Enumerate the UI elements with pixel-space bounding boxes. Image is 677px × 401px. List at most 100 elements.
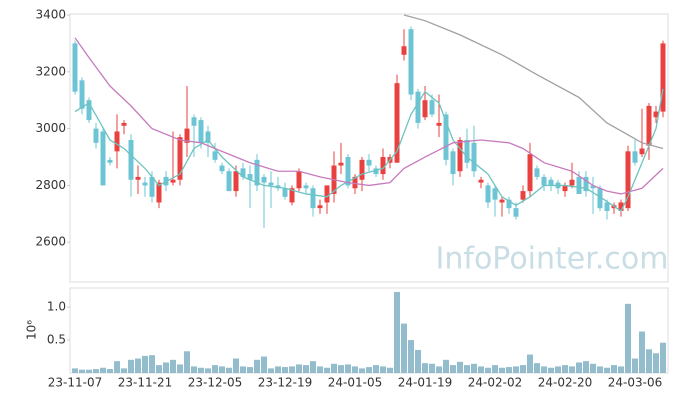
moving-average-line xyxy=(74,88,664,212)
volume-bar xyxy=(275,366,281,373)
volume-bar xyxy=(429,363,435,373)
candle-body xyxy=(303,185,309,189)
volume-bar xyxy=(289,366,295,373)
candle-body xyxy=(170,179,176,183)
candle-body xyxy=(380,157,386,175)
candle-body xyxy=(240,168,246,177)
candle-body xyxy=(604,202,610,211)
candle-body xyxy=(590,185,596,189)
x-tick-label: 24-02-02 xyxy=(468,376,522,390)
volume-bar xyxy=(401,323,407,373)
volume-bar xyxy=(625,303,631,373)
candle-body xyxy=(548,179,554,186)
candle-body xyxy=(100,131,106,186)
candle-body xyxy=(408,29,414,95)
volume-bar xyxy=(436,366,442,373)
volume-bar xyxy=(415,349,421,373)
candle-body xyxy=(142,182,148,186)
candle-body xyxy=(205,131,211,143)
volume-bar xyxy=(254,359,260,373)
candle-body xyxy=(107,159,113,163)
volume-bar xyxy=(149,355,155,373)
candle-body xyxy=(121,122,127,126)
candle-body xyxy=(653,111,659,118)
candle-body xyxy=(282,188,288,197)
candle-body xyxy=(198,120,204,143)
candle-body xyxy=(149,176,155,197)
volume-bar xyxy=(359,368,365,373)
candle-body xyxy=(72,43,78,92)
candle-body xyxy=(478,179,484,183)
y-tick-label: 3000 xyxy=(35,121,66,135)
candle-body xyxy=(247,174,253,180)
volume-bar xyxy=(520,365,526,373)
volume-bar xyxy=(618,366,624,373)
candle-body xyxy=(457,139,463,172)
volume-bar xyxy=(527,354,533,373)
volume-bar xyxy=(184,351,190,373)
candle-body xyxy=(79,80,85,109)
volume-bar xyxy=(240,366,246,373)
candle-body xyxy=(506,199,512,209)
watermark: InfoPointer.com xyxy=(436,242,669,277)
volume-bar xyxy=(100,367,106,373)
candle-body xyxy=(135,176,141,180)
candle-body xyxy=(562,185,568,192)
candle-body xyxy=(310,188,316,209)
candle-body xyxy=(520,191,526,200)
candle-body xyxy=(296,171,302,189)
candle-body xyxy=(345,157,351,186)
volume-bar xyxy=(534,363,540,373)
volume-bar xyxy=(366,367,372,373)
volume-bar xyxy=(163,362,169,373)
candle-body xyxy=(401,46,407,55)
y-tick-label: 1.0 xyxy=(47,300,66,314)
moving-average-line xyxy=(403,14,664,150)
candle-body xyxy=(443,114,449,160)
volume-bar xyxy=(345,364,351,373)
volume-bar xyxy=(485,367,491,373)
volume-bar xyxy=(583,361,589,373)
candle-body xyxy=(289,188,295,203)
volume-bar xyxy=(443,359,449,373)
candle-body xyxy=(317,205,323,209)
candle-body xyxy=(583,176,589,192)
candle-body xyxy=(352,176,358,189)
candle-body xyxy=(569,179,575,186)
volume-bar xyxy=(653,353,659,373)
volume-bar xyxy=(247,367,253,373)
candle-body xyxy=(464,139,470,163)
volume-bar xyxy=(541,366,547,373)
candle-body xyxy=(576,176,582,194)
volume-bar xyxy=(457,361,463,373)
candle-body xyxy=(226,171,232,192)
volume-bar xyxy=(562,365,568,373)
volume-bar xyxy=(86,369,92,373)
candle-body xyxy=(618,202,624,211)
volume-bar xyxy=(128,359,134,373)
volume-bar xyxy=(114,361,120,373)
volume-bar xyxy=(387,367,393,373)
volume-bar xyxy=(464,365,470,373)
candle-body xyxy=(415,91,421,123)
candle-body xyxy=(436,122,442,126)
volume-bar xyxy=(296,364,302,373)
candle-body xyxy=(177,137,183,180)
volume-bar xyxy=(611,365,617,373)
volume-bar xyxy=(198,367,204,373)
volume-bar xyxy=(639,331,645,373)
x-tick-label: 24-01-19 xyxy=(398,376,452,390)
volume-bar xyxy=(156,365,162,373)
volume-bar xyxy=(506,367,512,373)
volume-bar xyxy=(107,369,113,373)
volume-bar xyxy=(79,369,85,373)
volume-bar xyxy=(569,366,575,373)
volume-bar xyxy=(394,291,400,373)
candle-body xyxy=(114,131,120,152)
volume-bar xyxy=(513,366,519,373)
volume-bar xyxy=(310,361,316,373)
candle-body xyxy=(219,165,225,172)
volume-bar xyxy=(338,365,344,373)
volume-bar xyxy=(548,367,554,373)
candle-body xyxy=(233,171,239,192)
